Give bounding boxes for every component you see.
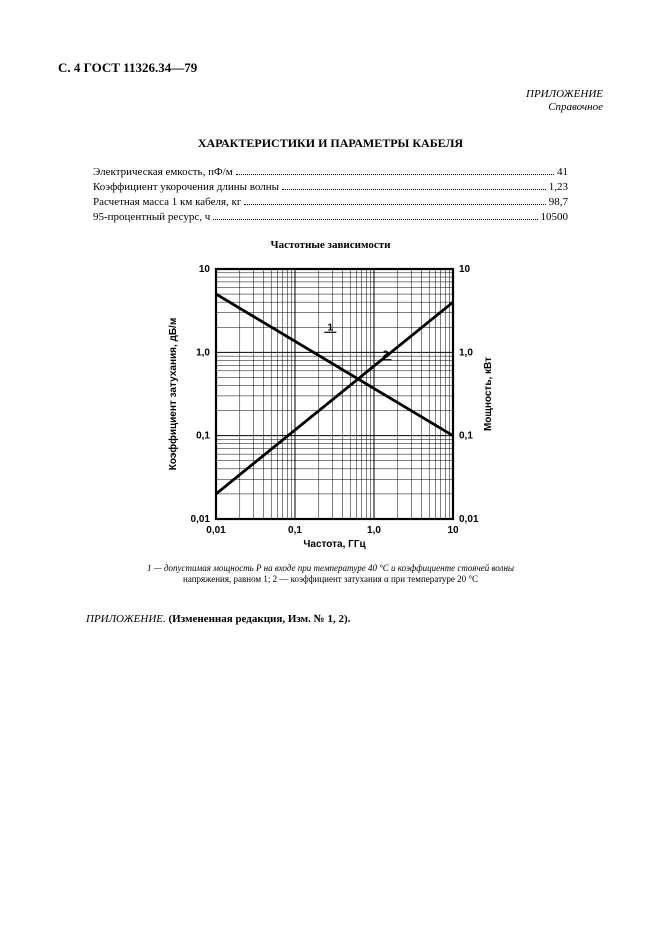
chart-svg: 120,010,11,0100,010,11,0100,010,11,010Ча… xyxy=(161,257,501,557)
caption-line2: напряжения, равном 1; 2 — коэффициент за… xyxy=(183,574,478,584)
dot-leader xyxy=(236,167,554,176)
svg-text:0,01: 0,01 xyxy=(206,525,226,536)
amendment-note: ПРИЛОЖЕНИЕ. (Измененная редакция, Изм. №… xyxy=(58,613,603,625)
page-header: С. 4 ГОСТ 11326.34—79 xyxy=(58,60,603,76)
svg-text:1: 1 xyxy=(327,322,333,333)
svg-text:10: 10 xyxy=(459,264,471,275)
page: С. 4 ГОСТ 11326.34—79 ПРИЛОЖЕНИЕ Справоч… xyxy=(0,0,661,936)
param-list: Электрическая емкость, пФ/м 41 Коэффицие… xyxy=(93,165,568,224)
param-value: 1,23 xyxy=(549,180,568,195)
amendment-prefix: ПРИЛОЖЕНИЕ. xyxy=(86,613,166,625)
appendix-label: ПРИЛОЖЕНИЕ xyxy=(58,88,603,101)
svg-text:Частота, ГГц: Частота, ГГц xyxy=(303,539,366,550)
param-value: 98,7 xyxy=(549,195,568,210)
svg-text:0,1: 0,1 xyxy=(459,430,473,441)
param-row: Электрическая емкость, пФ/м 41 xyxy=(93,165,568,180)
param-label: 95-процентный ресурс, ч xyxy=(93,210,210,225)
param-row: Расчетная масса 1 км кабеля, кг 98,7 xyxy=(93,195,568,210)
dot-leader xyxy=(213,211,537,220)
svg-text:Коэффициент затухания, дБ/м: Коэффициент затухания, дБ/м xyxy=(167,318,179,470)
svg-text:1,0: 1,0 xyxy=(367,525,381,536)
param-label: Расчетная масса 1 км кабеля, кг xyxy=(93,195,241,210)
svg-text:1,0: 1,0 xyxy=(196,347,210,358)
param-value: 10500 xyxy=(541,210,569,225)
caption-line1: 1 — допустимая мощность P на входе при т… xyxy=(147,563,514,573)
svg-text:0,01: 0,01 xyxy=(190,514,210,525)
dot-leader xyxy=(244,196,545,205)
chart-wrap: 120,010,11,0100,010,11,0100,010,11,010Ча… xyxy=(58,257,603,557)
appendix-sub: Справочное xyxy=(58,101,603,114)
section-title: ХАРАКТЕРИСТИКИ И ПАРАМЕТРЫ КАБЕЛЯ xyxy=(58,136,603,151)
svg-text:10: 10 xyxy=(447,525,459,536)
param-label: Коэффициент укорочения длины волны xyxy=(93,180,279,195)
amendment-text: (Измененная редакция, Изм. № 1, 2). xyxy=(168,613,350,625)
param-row: Коэффициент укорочения длины волны 1,23 xyxy=(93,180,568,195)
svg-text:0,1: 0,1 xyxy=(196,430,210,441)
svg-text:2: 2 xyxy=(382,349,388,360)
svg-text:10: 10 xyxy=(198,264,210,275)
param-label: Электрическая емкость, пФ/м xyxy=(93,165,233,180)
svg-text:Мощность, кВт: Мощность, кВт xyxy=(483,357,494,431)
appendix-block: ПРИЛОЖЕНИЕ Справочное xyxy=(58,88,603,114)
dot-leader xyxy=(282,182,546,191)
param-value: 41 xyxy=(557,165,568,180)
chart-title: Частотные зависимости xyxy=(58,239,603,251)
svg-text:1,0: 1,0 xyxy=(459,347,473,358)
svg-text:0,1: 0,1 xyxy=(288,525,302,536)
chart-caption: 1 — допустимая мощность P на входе при т… xyxy=(96,563,566,586)
param-row: 95-процентный ресурс, ч 10500 xyxy=(93,210,568,225)
svg-text:0,01: 0,01 xyxy=(459,514,479,525)
